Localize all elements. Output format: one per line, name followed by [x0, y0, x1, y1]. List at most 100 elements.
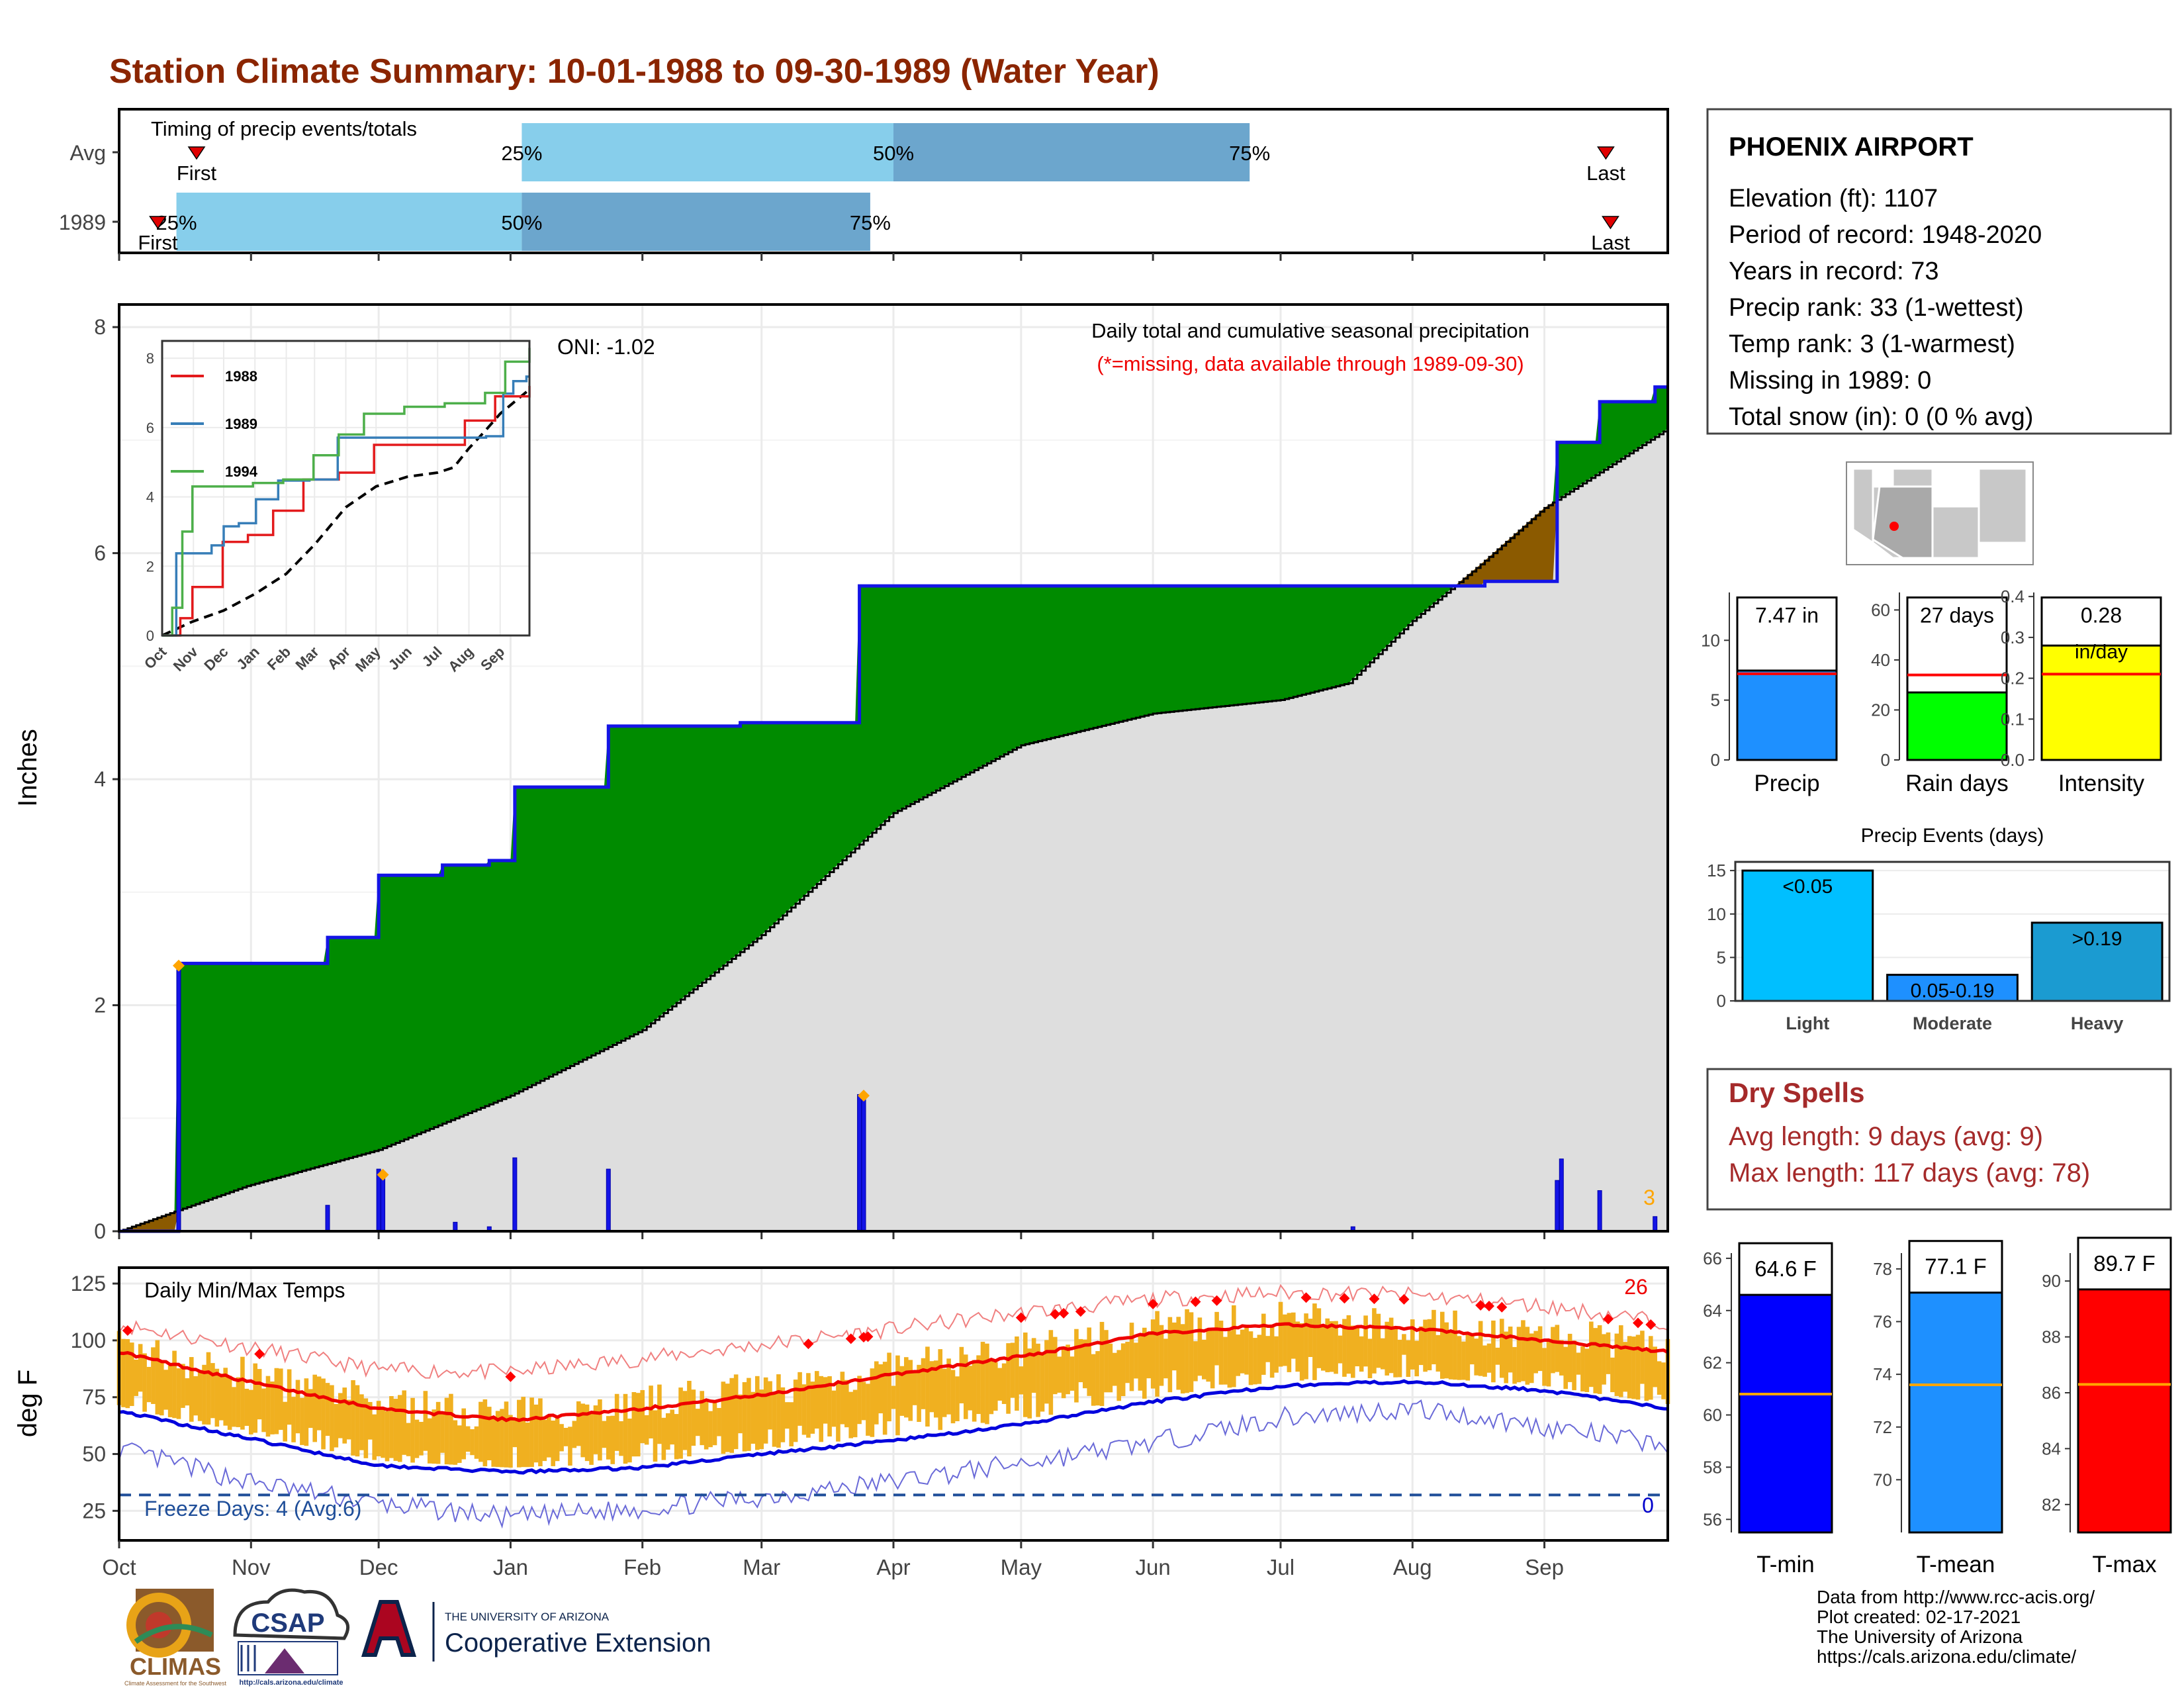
daily-temp-bar	[1504, 1331, 1509, 1383]
daily-temp-bar	[172, 1350, 177, 1419]
logos: CLIMAS Climate Assessment for the Southw…	[124, 1588, 711, 1687]
daily-temp-bar	[1448, 1329, 1453, 1380]
daily-temp-bar	[1435, 1335, 1441, 1372]
timing-bar-1989-q25-q50	[176, 193, 522, 251]
daily-temp-bar	[691, 1389, 696, 1446]
daily-temp-bar	[385, 1411, 390, 1462]
timing-first-label: First	[138, 231, 178, 254]
daily-temp-bar	[410, 1397, 415, 1463]
daily-temp-bar	[1469, 1334, 1475, 1365]
daily-temp-bar	[729, 1378, 735, 1453]
daily-temp-bar	[661, 1417, 666, 1460]
summary-chart-intensity: 0.0 0.1 0.2 0.3 0.4 0.28 in/day Intensity	[2001, 586, 2162, 796]
daily-temp-bar	[504, 1401, 509, 1468]
daily-temp-bar	[1201, 1339, 1206, 1380]
precip-event-label: Heavy	[2071, 1013, 2124, 1033]
credits: Data from http://www.rcc-acis.org/Plot c…	[1817, 1587, 2095, 1667]
record-high-marker	[1603, 1313, 1614, 1325]
daily-temp-bar	[614, 1393, 619, 1451]
daily-temp-bar	[836, 1383, 841, 1442]
daily-temp-bar	[1316, 1308, 1322, 1368]
daily-temp-bar	[1563, 1346, 1569, 1389]
temp-y-tick: 50	[82, 1442, 106, 1466]
csap-logo: CSAP http://cals.arizona.edu/climate	[233, 1588, 350, 1687]
timing-panel: Timing of precip events/totals Avg 1989 …	[59, 108, 1669, 261]
summary-axis-label: Rain days	[1905, 771, 2009, 796]
daily-precip-bar	[1559, 1158, 1564, 1232]
daily-temp-bar	[393, 1399, 398, 1461]
daily-precip-bar	[861, 1098, 866, 1232]
daily-temp-bar	[938, 1349, 943, 1430]
daily-temp-bar	[882, 1362, 887, 1435]
temp-summary-y-tick: 64	[1703, 1301, 1722, 1321]
daily-temp-bar	[1588, 1321, 1594, 1387]
daily-precip-bar	[381, 1176, 386, 1232]
timing-row-1989-label: 1989	[59, 211, 106, 234]
missing-note: (*=missing, data available through 1989-…	[1097, 352, 1524, 375]
daily-temp-bar	[248, 1389, 253, 1434]
daily-temp-bar	[1269, 1324, 1275, 1378]
daily-temp-bar	[1295, 1321, 1300, 1372]
daily-precip-bar	[1597, 1190, 1602, 1232]
daily-temp-bar	[1367, 1338, 1373, 1379]
daily-temp-bar	[1537, 1326, 1543, 1372]
daily-temp-bar	[1112, 1352, 1117, 1386]
month-label: May	[1001, 1555, 1042, 1579]
missing-data-marker	[173, 959, 185, 972]
daily-temp-bar	[1597, 1325, 1602, 1394]
daily-temp-bar	[338, 1393, 343, 1438]
summary-y-tick: 60	[1871, 600, 1890, 620]
daily-temp-bar	[1176, 1317, 1181, 1390]
record-high-marker	[1075, 1306, 1086, 1317]
daily-temp-bar	[1138, 1333, 1143, 1391]
daily-temp-bar	[1291, 1312, 1296, 1359]
daily-temp-bar	[542, 1419, 547, 1462]
summary-unit-label: in/day	[2075, 641, 2128, 663]
daily-temp-bar	[435, 1401, 441, 1464]
daily-temp-bar	[1299, 1323, 1304, 1381]
daily-temp-bar	[206, 1352, 211, 1425]
summary-y-tick: 0.4	[2001, 586, 2025, 606]
dry-spells-box: Dry Spells Avg length: 9 days (avg: 9) M…	[1706, 1068, 2172, 1211]
daily-temp-bar	[1048, 1330, 1054, 1415]
daily-temp-bar	[878, 1364, 884, 1414]
month-label: Nov	[232, 1555, 271, 1579]
month-label: Mar	[743, 1555, 780, 1579]
daily-temp-bar	[657, 1384, 662, 1444]
average-cumulative-line	[119, 428, 1669, 1233]
record-high-marker	[1300, 1292, 1312, 1303]
daily-temp-bar	[461, 1408, 467, 1460]
daily-temp-bar	[827, 1376, 832, 1437]
record-max-line	[118, 1284, 1668, 1381]
daily-temp-bar	[334, 1403, 339, 1448]
month-label: Apr	[876, 1555, 910, 1579]
inset-y-tick: 0	[146, 628, 154, 644]
daily-temp-bar	[1052, 1336, 1058, 1395]
daily-temp-bar	[555, 1416, 560, 1462]
ua-top-text: THE UNIVERSITY OF ARIZONA	[445, 1611, 610, 1623]
daily-temp-bar	[521, 1397, 526, 1468]
daily-temp-bar	[563, 1427, 569, 1446]
daily-temp-bar	[533, 1404, 539, 1463]
record-high-marker	[1475, 1299, 1486, 1311]
daily-temp-bar	[1040, 1354, 1045, 1412]
daily-temp-bar	[1167, 1317, 1173, 1393]
temp-summary-bar	[1908, 1291, 2003, 1534]
daily-temp-bar	[1533, 1331, 1539, 1374]
daily-temp-bar	[423, 1391, 428, 1451]
temp-summary-label: T-mean	[1917, 1552, 1995, 1577]
daily-temp-bar	[397, 1395, 402, 1462]
daily-temp-bar	[346, 1399, 351, 1440]
daily-temp-bar	[1385, 1321, 1390, 1376]
daily-temp-bar	[1363, 1315, 1368, 1367]
precip-event-label: Light	[1786, 1013, 1829, 1033]
temp-summary-t-mean: 70 72 74 76 78 77.1 F T-mean	[1873, 1240, 2003, 1577]
temp-summary-y-tick: 84	[2042, 1438, 2061, 1458]
daily-temp-bar	[283, 1401, 288, 1442]
daily-temp-bar	[253, 1363, 258, 1433]
daily-temp-bar	[1116, 1350, 1122, 1401]
daily-temp-bar	[351, 1380, 355, 1456]
daily-temp-bar	[653, 1410, 658, 1462]
daily-temp-bar	[495, 1411, 500, 1468]
daily-precip-bar	[606, 1168, 611, 1232]
